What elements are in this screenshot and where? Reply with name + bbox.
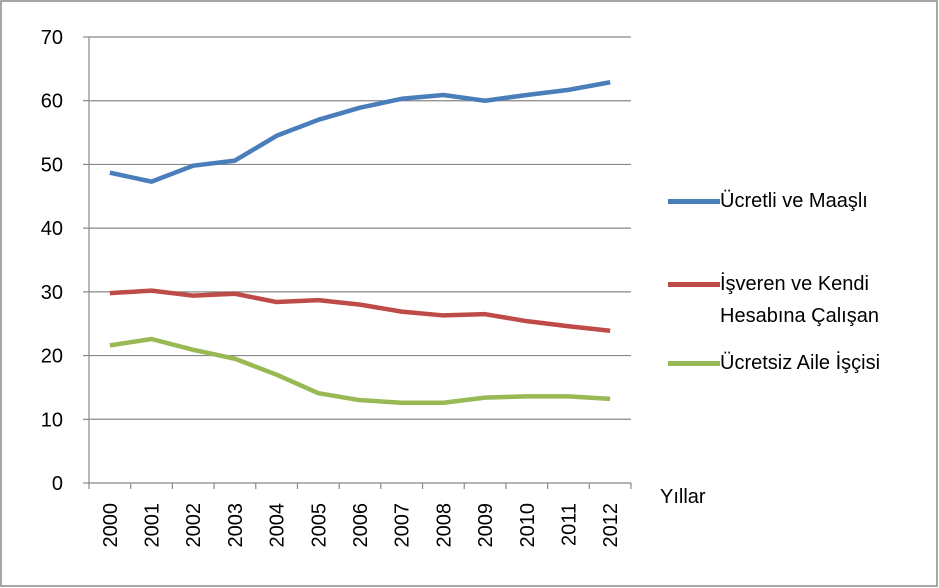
legend-swatch <box>668 361 720 366</box>
x-tick-label: 2010 <box>517 503 539 548</box>
y-tick-label: 10 <box>41 409 63 431</box>
legend-label: Ücretsiz Aile İşçisi <box>720 352 881 374</box>
legend-swatch <box>668 282 720 287</box>
y-tick-label: 30 <box>41 282 63 304</box>
y-tick-label: 50 <box>41 154 63 176</box>
x-tick-label: 2011 <box>558 503 580 546</box>
series-line <box>109 336 611 405</box>
x-tick-label: 2001 <box>142 503 164 548</box>
x-tick-label: 2000 <box>100 503 122 548</box>
x-tick-label: 2012 <box>600 503 622 548</box>
y-tick-label: 70 <box>41 27 63 49</box>
x-axis-label: Yıllar <box>660 486 706 508</box>
series-line <box>109 80 611 184</box>
y-tick-label: 60 <box>41 91 63 113</box>
legend-entry: Ücretsiz Aile İşçisi <box>668 347 880 379</box>
y-tick-label: 0 <box>52 473 63 495</box>
x-tick-label: 2008 <box>433 503 455 548</box>
x-tick-label: 2006 <box>350 503 372 548</box>
legend-swatch <box>668 199 720 204</box>
x-tick-label: 2003 <box>225 503 247 548</box>
x-tick-label: 2002 <box>183 503 205 548</box>
x-tick-label: 2005 <box>308 503 330 548</box>
legend-label: İşveren ve Kendi Hesabına Çalışan <box>720 273 879 327</box>
x-tick-label: 2004 <box>267 503 289 548</box>
legend-label: Ücretli ve Maaşlı <box>720 190 868 212</box>
x-tick-label: 2007 <box>392 503 414 548</box>
y-tick-label: 40 <box>41 218 63 240</box>
legend-entry: İşveren ve Kendi Hesabına Çalışan <box>668 268 925 332</box>
x-tick-label: 2009 <box>475 503 497 548</box>
series-line <box>109 288 611 333</box>
y-tick-label: 20 <box>41 346 63 368</box>
legend-entry: Ücretli ve Maaşlı <box>668 185 868 217</box>
